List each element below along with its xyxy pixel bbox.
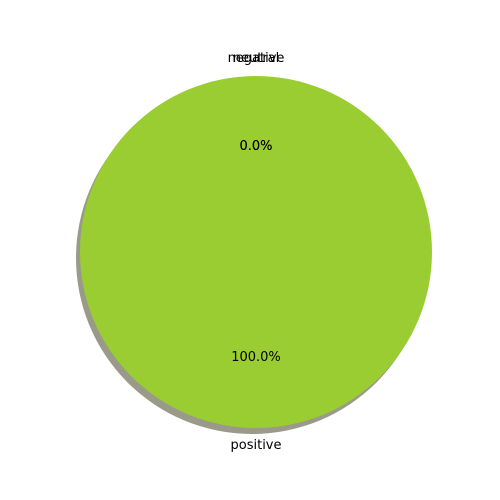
slice-label-positive: positive <box>231 438 282 453</box>
pie-slice-positive <box>80 76 432 428</box>
pie-slices <box>80 76 432 428</box>
slice-percent-neutral: 0.0% <box>239 139 272 154</box>
slice-label-neutral: neutral <box>233 51 280 66</box>
slice-label-negative: negative <box>228 51 285 66</box>
slice-percent-negative: 0.0% <box>239 139 272 154</box>
slice-percent-positive: 100.0% <box>231 350 281 365</box>
